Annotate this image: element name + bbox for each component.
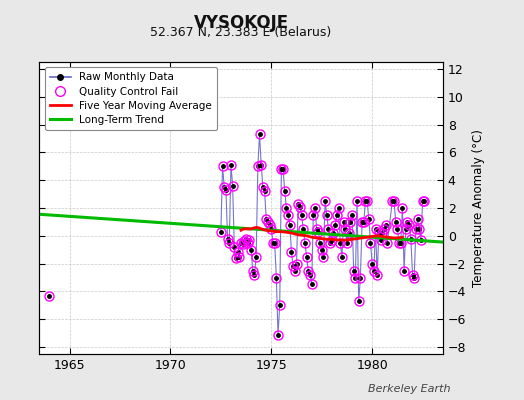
- Text: 52.367 N, 23.383 E (Belarus): 52.367 N, 23.383 E (Belarus): [150, 26, 332, 39]
- Legend: Raw Monthly Data, Quality Control Fail, Five Year Moving Average, Long-Term Tren: Raw Monthly Data, Quality Control Fail, …: [45, 67, 217, 130]
- Text: VYSOKOJE: VYSOKOJE: [193, 14, 289, 32]
- Y-axis label: Temperature Anomaly (°C): Temperature Anomaly (°C): [472, 129, 485, 287]
- Text: Berkeley Earth: Berkeley Earth: [368, 384, 451, 394]
